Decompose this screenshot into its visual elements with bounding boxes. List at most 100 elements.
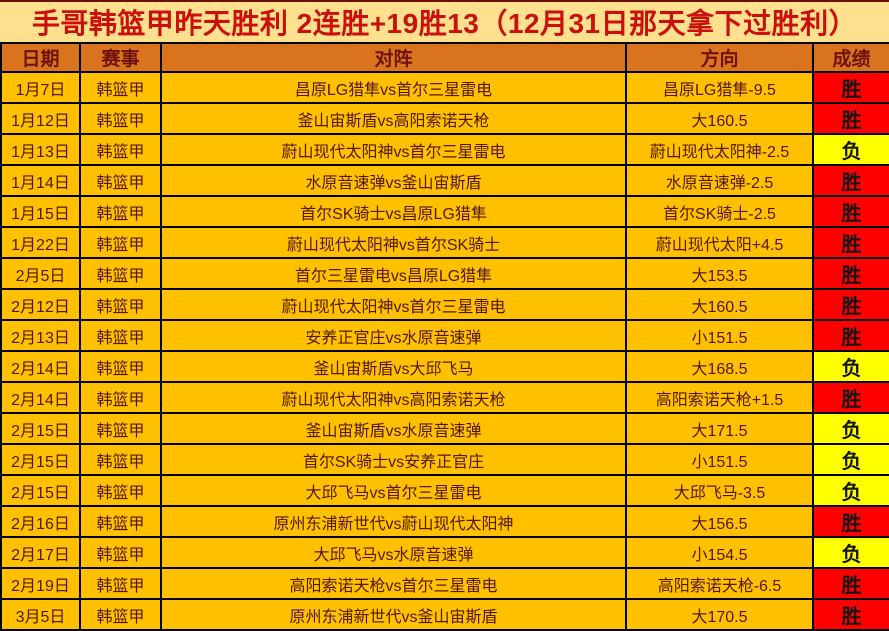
table-row: 2月5日 韩篮甲 首尔三星雷电vs昌原LG猎隼 大153.5 胜: [0, 257, 889, 290]
direction-cell: 大邱飞马-3.5: [625, 474, 814, 507]
results-table: 日期 赛事 对阵 方向 成绩 1月7日 韩篮甲 昌原LG猎隼vs首尔三星雷电 昌原LG…: [0, 42, 889, 631]
date-cell: 1月13日: [0, 133, 81, 166]
table-row: 1月12日 韩篮甲 釜山宙斯盾vs高阳索诺天枪 大160.5 胜: [0, 102, 889, 135]
result-badge: 胜: [812, 505, 889, 538]
league-cell: 韩篮甲: [79, 505, 162, 538]
result-badge: 负: [812, 443, 889, 476]
result-badge: 胜: [812, 102, 889, 135]
result-badge: 胜: [812, 381, 889, 414]
direction-cell: 大171.5: [625, 412, 814, 445]
result-badge: 负: [812, 133, 889, 166]
result-badge: 胜: [812, 226, 889, 259]
matchup-cell: 釜山宙斯盾vs水原音速弹: [160, 412, 627, 445]
result-badge: 胜: [812, 598, 889, 631]
table-row: 1月14日 韩篮甲 水原音速弹vs釜山宙斯盾 水原音速弹-2.5 胜: [0, 164, 889, 197]
matchup-cell: 釜山宙斯盾vs大邱飞马: [160, 350, 627, 383]
league-cell: 韩篮甲: [79, 319, 162, 352]
col-header-result: 成绩: [812, 42, 889, 73]
table-row: 1月22日 韩篮甲 蔚山现代太阳神vs首尔SK骑士 蔚山现代太阳+4.5 胜: [0, 226, 889, 259]
matchup-cell: 首尔三星雷电vs昌原LG猎隼: [160, 257, 627, 290]
date-cell: 2月14日: [0, 381, 81, 414]
result-badge: 胜: [812, 288, 889, 321]
table-row: 2月19日 韩篮甲 高阳索诺天枪vs首尔三星雷电 高阳索诺天枪-6.5 胜: [0, 567, 889, 600]
header-row: 日期 赛事 对阵 方向 成绩: [0, 42, 889, 73]
matchup-cell: 首尔SK骑士vs安养正官庄: [160, 443, 627, 476]
result-badge: 胜: [812, 257, 889, 290]
direction-cell: 小151.5: [625, 443, 814, 476]
result-badge: 胜: [812, 567, 889, 600]
direction-cell: 水原音速弹-2.5: [625, 164, 814, 197]
table-row: 2月15日 韩篮甲 釜山宙斯盾vs水原音速弹 大171.5 负: [0, 412, 889, 445]
league-cell: 韩篮甲: [79, 71, 162, 104]
matchup-cell: 原州东浦新世代vs蔚山现代太阳神: [160, 505, 627, 538]
direction-cell: 蔚山现代太阳+4.5: [625, 226, 814, 259]
direction-cell: 大168.5: [625, 350, 814, 383]
table-row: 1月13日 韩篮甲 蔚山现代太阳神vs首尔三星雷电 蔚山现代太阳神-2.5 负: [0, 133, 889, 166]
matchup-cell: 高阳索诺天枪vs首尔三星雷电: [160, 567, 627, 600]
league-cell: 韩篮甲: [79, 474, 162, 507]
league-cell: 韩篮甲: [79, 257, 162, 290]
league-cell: 韩篮甲: [79, 195, 162, 228]
direction-cell: 大160.5: [625, 102, 814, 135]
date-cell: 2月5日: [0, 257, 81, 290]
direction-cell: 小154.5: [625, 536, 814, 569]
page-title: 手哥韩篮甲昨天胜利 2连胜+19胜13（12月31日那天拿下过胜利）: [0, 2, 889, 42]
matchup-cell: 蔚山现代太阳神vs首尔三星雷电: [160, 288, 627, 321]
league-cell: 韩篮甲: [79, 133, 162, 166]
date-cell: 2月12日: [0, 288, 81, 321]
league-cell: 韩篮甲: [79, 536, 162, 569]
result-badge: 胜: [812, 319, 889, 352]
col-header-date: 日期: [0, 42, 81, 73]
league-cell: 韩篮甲: [79, 381, 162, 414]
date-cell: 2月14日: [0, 350, 81, 383]
date-cell: 1月22日: [0, 226, 81, 259]
league-cell: 韩篮甲: [79, 443, 162, 476]
date-cell: 1月7日: [0, 71, 81, 104]
table-row: 2月12日 韩篮甲 蔚山现代太阳神vs首尔三星雷电 大160.5 胜: [0, 288, 889, 321]
matchup-cell: 首尔SK骑士vs昌原LG猎隼: [160, 195, 627, 228]
date-cell: 1月14日: [0, 164, 81, 197]
direction-cell: 首尔SK骑士-2.5: [625, 195, 814, 228]
date-cell: 2月17日: [0, 536, 81, 569]
result-badge: 胜: [812, 164, 889, 197]
direction-cell: 昌原LG猎隼-9.5: [625, 71, 814, 104]
date-cell: 2月15日: [0, 412, 81, 445]
result-badge: 负: [812, 474, 889, 507]
date-cell: 2月19日: [0, 567, 81, 600]
direction-cell: 大156.5: [625, 505, 814, 538]
table-row: 2月16日 韩篮甲 原州东浦新世代vs蔚山现代太阳神 大156.5 胜: [0, 505, 889, 538]
date-cell: 1月12日: [0, 102, 81, 135]
league-cell: 韩篮甲: [79, 226, 162, 259]
date-cell: 1月15日: [0, 195, 81, 228]
matchup-cell: 大邱飞马vs水原音速弹: [160, 536, 627, 569]
league-cell: 韩篮甲: [79, 598, 162, 631]
date-cell: 2月15日: [0, 474, 81, 507]
matchup-cell: 蔚山现代太阳神vs高阳索诺天枪: [160, 381, 627, 414]
direction-cell: 大170.5: [625, 598, 814, 631]
league-cell: 韩篮甲: [79, 288, 162, 321]
direction-cell: 大153.5: [625, 257, 814, 290]
result-badge: 胜: [812, 195, 889, 228]
date-cell: 2月13日: [0, 319, 81, 352]
result-badge: 胜: [812, 71, 889, 104]
league-cell: 韩篮甲: [79, 412, 162, 445]
col-header-league: 赛事: [79, 42, 162, 73]
matchup-cell: 安养正官庄vs水原音速弹: [160, 319, 627, 352]
date-cell: 2月15日: [0, 443, 81, 476]
col-header-direction: 方向: [625, 42, 814, 73]
matchup-cell: 蔚山现代太阳神vs首尔SK骑士: [160, 226, 627, 259]
table-row: 2月15日 韩篮甲 首尔SK骑士vs安养正官庄 小151.5 负: [0, 443, 889, 476]
direction-cell: 大160.5: [625, 288, 814, 321]
date-cell: 2月16日: [0, 505, 81, 538]
result-badge: 负: [812, 350, 889, 383]
matchup-cell: 水原音速弹vs釜山宙斯盾: [160, 164, 627, 197]
direction-cell: 高阳索诺天枪-6.5: [625, 567, 814, 600]
table-row: 2月17日 韩篮甲 大邱飞马vs水原音速弹 小154.5 负: [0, 536, 889, 569]
date-cell: 3月5日: [0, 598, 81, 631]
direction-cell: 蔚山现代太阳神-2.5: [625, 133, 814, 166]
table-row: 2月14日 韩篮甲 蔚山现代太阳神vs高阳索诺天枪 高阳索诺天枪+1.5 胜: [0, 381, 889, 414]
matchup-cell: 大邱飞马vs首尔三星雷电: [160, 474, 627, 507]
matchup-cell: 蔚山现代太阳神vs首尔三星雷电: [160, 133, 627, 166]
table-row: 2月14日 韩篮甲 釜山宙斯盾vs大邱飞马 大168.5 负: [0, 350, 889, 383]
